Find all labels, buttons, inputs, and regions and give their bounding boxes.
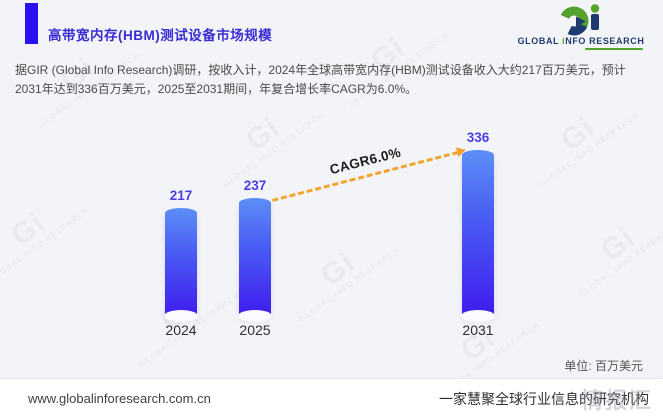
footer-slogan: 一家慧聚全球行业信息的研究机构 情报汇 <box>439 388 651 413</box>
logo-green-i: i <box>562 36 566 46</box>
bar-2024 <box>164 207 198 322</box>
footer-website-url[interactable]: www.globalinforesearch.com.cn <box>28 391 211 406</box>
bar-2031 <box>461 150 495 322</box>
gir-logo-mark-icon <box>559 4 600 36</box>
logo-underline <box>585 48 643 50</box>
footer-bar: www.globalinforesearch.com.cn 一家慧聚全球行业信息… <box>0 378 663 418</box>
bar-chart: 217 2024 237 2025 336 2031 <box>0 130 663 338</box>
axis-label-2024: 2024 <box>165 322 197 338</box>
page-title: 高带宽内存(HBM)测试设备市场规模 <box>48 28 273 43</box>
bar-group-2025: 237 2025 <box>223 130 287 338</box>
bar-value-2031: 336 <box>466 130 490 145</box>
gir-logo-text: GLOBAL iNFO RESEARCH <box>517 36 645 46</box>
axis-label-2025: 2025 <box>239 322 271 338</box>
bar-group-2024: 217 2024 <box>149 130 213 338</box>
gir-logo: GLOBAL iNFO RESEARCH <box>515 4 647 50</box>
title-accent-bar <box>25 3 38 44</box>
bar-value-2024: 217 <box>169 187 193 203</box>
bar-group-2031: 336 2031 <box>446 130 510 338</box>
unit-label: 单位: 百万美元 <box>564 359 643 373</box>
bar-2025 <box>238 197 272 322</box>
intro-paragraph: 据GIR (Global Info Research)调研，按收入计，2024年… <box>15 63 626 96</box>
axis-label-2031: 2031 <box>462 322 494 338</box>
bar-value-2025: 237 <box>243 177 267 193</box>
